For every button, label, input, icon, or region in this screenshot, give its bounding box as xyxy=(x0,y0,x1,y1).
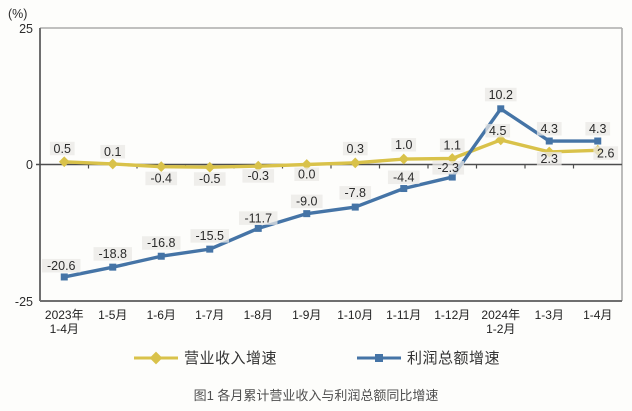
revenue-point-marker xyxy=(252,160,264,172)
x-tick-label: 2023年 1-4月 xyxy=(45,308,84,336)
value-label: 1.0 xyxy=(395,138,412,152)
value-label-bg xyxy=(145,171,178,186)
value-label-bg xyxy=(49,141,75,156)
value-label-bg xyxy=(485,123,511,138)
value-label-bg xyxy=(585,122,611,136)
value-label: 0.0 xyxy=(298,168,315,182)
revenue-point-marker xyxy=(301,159,313,170)
x-tick-label: 1-4月 xyxy=(583,308,612,322)
value-label: 1.1 xyxy=(444,138,461,152)
value-label-bg xyxy=(290,194,323,209)
value-label: -20.6 xyxy=(47,259,76,273)
value-label-bg xyxy=(100,144,126,159)
value-label-bg xyxy=(536,122,562,136)
value-label-bg xyxy=(294,167,320,181)
value-label: 4.3 xyxy=(589,122,606,136)
legend-item-profit: 利润总额增速 xyxy=(355,347,500,368)
x-tick-label: 2024年 1-2月 xyxy=(481,308,520,336)
value-label-bg xyxy=(242,169,275,183)
value-label-bg xyxy=(484,87,517,102)
value-label-bg xyxy=(387,170,420,185)
value-label: 0.3 xyxy=(347,142,364,156)
value-label-bg xyxy=(593,146,619,160)
profit-point-marker xyxy=(594,137,602,145)
legend-label-revenue: 营业收入增速 xyxy=(183,350,277,367)
value-label: -16.8 xyxy=(147,236,176,250)
x-tick-label: 1-7月 xyxy=(195,308,224,322)
profit-point-marker xyxy=(400,185,408,193)
revenue-series-line xyxy=(62,138,600,169)
value-label-bg xyxy=(190,229,229,243)
x-tick-label: 1-11月 xyxy=(386,308,421,322)
figure-caption: 图1 各月累计营业收入与利润总额同比增速 xyxy=(193,388,439,403)
x-tick-label: 1-5月 xyxy=(98,308,127,322)
x-tick-label: 1-3月 xyxy=(535,308,564,322)
value-label: 4.3 xyxy=(541,122,558,136)
value-label-bg xyxy=(391,138,417,152)
value-label: -18.8 xyxy=(99,247,128,261)
value-label: -0.4 xyxy=(150,172,172,186)
value-label-bg xyxy=(536,151,562,166)
value-label-bg xyxy=(193,172,226,186)
x-tick-label: 1-12月 xyxy=(434,308,470,322)
revenue-point-marker xyxy=(349,157,361,169)
revenue-point-marker xyxy=(155,161,167,173)
value-label-bg xyxy=(93,247,132,261)
profit-point-marker xyxy=(351,203,359,211)
chart-svg: 25 0 -25 (%) 2023年 1-4月 1-5月 1-6月 1-7月 1-8月 1-9月 1-… xyxy=(8,7,623,336)
value-label: -7.8 xyxy=(344,186,366,200)
value-label: 2.6 xyxy=(597,146,614,160)
legend-item-revenue: 营业收入增速 xyxy=(132,347,277,368)
profit-point-marker xyxy=(109,263,117,271)
value-label-bg xyxy=(339,186,372,200)
value-label: -9.0 xyxy=(296,195,318,209)
value-label: -4.4 xyxy=(393,171,415,185)
x-tick-label: 1-9月 xyxy=(292,308,321,322)
value-label: -0.5 xyxy=(199,172,221,186)
profit-point-marker xyxy=(545,137,553,145)
profit-line-marker-icon xyxy=(357,353,401,362)
x-tick-label: 1-6月 xyxy=(147,308,176,322)
profit-point-marker xyxy=(303,210,311,218)
x-tick-label: 1-10月 xyxy=(337,308,373,322)
revenue-line-marker-icon xyxy=(133,351,178,364)
value-label: 0.1 xyxy=(104,145,121,159)
value-label: 10.2 xyxy=(489,88,513,102)
value-label: -2.3 xyxy=(437,161,459,175)
revenue-point-marker xyxy=(398,153,410,165)
value-label-bg xyxy=(142,236,181,250)
value-label-bg xyxy=(342,141,368,156)
profit-point-marker xyxy=(157,252,165,260)
profit-point-marker xyxy=(448,173,456,181)
value-label: 0.5 xyxy=(54,142,71,156)
value-label: 2.3 xyxy=(541,152,558,166)
profit-point-marker xyxy=(60,273,68,281)
value-label: -11.7 xyxy=(244,211,272,225)
value-label: -0.3 xyxy=(247,169,269,183)
y-tick-label: 0 xyxy=(26,158,33,172)
revenue-point-marker xyxy=(58,156,70,168)
y-tick-label: 25 xyxy=(19,22,33,36)
x-tick-label: 1-8月 xyxy=(244,308,273,322)
value-label-bg xyxy=(239,211,278,225)
value-label: -15.5 xyxy=(196,229,225,243)
value-label: 4.5 xyxy=(489,124,506,138)
y-axis-unit-label: (%) xyxy=(8,7,27,21)
y-tick-label: -25 xyxy=(15,295,33,309)
revenue-point-marker xyxy=(204,161,216,173)
profit-point-marker xyxy=(497,105,505,113)
revenue-point-marker xyxy=(107,158,119,170)
profit-series-line xyxy=(62,107,600,279)
value-label-bg xyxy=(439,138,465,152)
legend-label-profit: 利润总额增速 xyxy=(407,350,501,367)
value-label-bg xyxy=(432,161,465,175)
legend: 营业收入增速 利润总额增速 xyxy=(0,347,632,368)
profit-point-marker xyxy=(254,224,262,232)
value-label-bg xyxy=(42,258,81,273)
profit-point-marker xyxy=(206,245,214,253)
